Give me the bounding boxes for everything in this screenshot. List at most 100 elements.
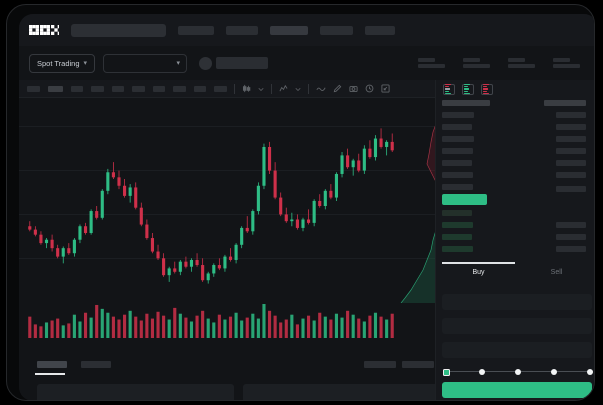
draw-pencil-icon[interactable] <box>333 84 342 93</box>
chart-gridline <box>19 126 435 127</box>
tab-order-history[interactable] <box>81 361 111 368</box>
fullscreen-icon[interactable] <box>381 84 390 93</box>
trading-mode-label: Spot Trading <box>37 58 80 68</box>
nav-item-1[interactable] <box>226 25 258 35</box>
toolbar-divider <box>271 83 272 94</box>
timeframe-button-8[interactable] <box>194 85 206 92</box>
chart-gridline <box>19 170 435 171</box>
orderbook-ask-total <box>556 112 586 118</box>
market-stat-0 <box>418 58 445 68</box>
chevron-down-icon[interactable] <box>258 86 264 92</box>
coin-avatar <box>199 56 213 70</box>
orderbook-spread-row <box>442 194 487 205</box>
orders-action-0[interactable] <box>364 361 396 368</box>
order-price-field[interactable] <box>442 318 592 334</box>
orderbook-ask-total <box>556 124 586 130</box>
chart-gridline <box>19 258 435 259</box>
chart-gridline <box>19 214 435 215</box>
orderbook-layout-toggles <box>436 80 594 98</box>
order-form <box>436 288 594 400</box>
orderbook-ask-total <box>556 148 586 154</box>
orderbook-list[interactable] <box>436 98 594 262</box>
market-stat-label <box>553 58 570 62</box>
candlestick-series <box>28 128 394 284</box>
clock-icon[interactable] <box>365 84 374 93</box>
chart-toolbar <box>19 80 435 98</box>
orderbook-bid-price <box>442 234 472 240</box>
tab-buy[interactable]: Buy <box>472 269 485 276</box>
slider-node-100[interactable] <box>587 369 593 375</box>
orders-action-1[interactable] <box>402 361 434 368</box>
amount-percent-slider[interactable] <box>443 368 593 376</box>
orderbook-asks-icon[interactable] <box>481 83 493 95</box>
price-chart[interactable] <box>19 98 435 354</box>
orderbook-col-header-total <box>544 100 586 106</box>
slider-node-50[interactable] <box>515 369 521 375</box>
orderbook-bid-price <box>442 210 472 216</box>
orderbook-ask-total <box>556 172 586 178</box>
orderbook-ask-price <box>442 184 473 190</box>
timeframe-button-1[interactable] <box>48 85 63 92</box>
orderbook-ask-price <box>442 160 472 166</box>
toolbar-divider <box>308 83 309 94</box>
market-stat-value <box>508 64 535 68</box>
timeframe-button-4[interactable] <box>112 85 124 92</box>
camera-icon[interactable] <box>349 84 358 93</box>
market-stat-value <box>553 64 580 68</box>
timeframe-button-6[interactable] <box>153 85 165 92</box>
tab-open-orders[interactable] <box>37 361 67 368</box>
nav-item-3[interactable] <box>320 25 353 35</box>
orderbook-bid-total <box>556 234 586 240</box>
orderbook-both-icon[interactable] <box>443 83 455 95</box>
trading-pair-selector[interactable]: ▾ <box>103 53 188 73</box>
last-price-value <box>216 57 269 69</box>
top-navigation-bar <box>19 14 594 46</box>
device-bezel: Spot Trading ▾ ▾ <box>6 4 595 401</box>
okx-logo-icon[interactable] <box>29 25 59 35</box>
order-type-field[interactable] <box>442 294 592 310</box>
orderbook-ask-total <box>556 136 586 142</box>
indicator-icon[interactable] <box>279 84 288 93</box>
timeframe-button-2[interactable] <box>71 85 83 92</box>
orderbook-ask-price <box>442 172 473 178</box>
market-stat-label <box>508 58 525 62</box>
orders-section <box>19 354 438 400</box>
market-stat-label <box>418 58 435 62</box>
timeframe-button-9[interactable] <box>214 85 227 92</box>
candlestick-type-icon[interactable] <box>242 84 251 93</box>
timeframe-button-3[interactable] <box>91 85 104 92</box>
market-stat-value <box>418 64 445 68</box>
nav-item-4[interactable] <box>365 25 395 35</box>
orderbook-col-header-price <box>442 100 490 106</box>
active-tab-underline <box>35 373 65 375</box>
orderbook-bids-icon[interactable] <box>462 83 474 95</box>
slider-node-25[interactable] <box>479 369 485 375</box>
market-stat-3 <box>553 58 580 68</box>
orderbook-bid-price <box>442 246 473 252</box>
chevron-down-icon[interactable] <box>295 86 301 92</box>
tab-sell[interactable]: Sell <box>550 269 563 276</box>
submit-buy-button[interactable] <box>442 382 592 398</box>
trading-mode-selector[interactable]: Spot Trading ▾ <box>29 53 96 73</box>
orderbook-ask-price <box>442 136 474 142</box>
orderbook-ask-total <box>556 160 586 166</box>
nav-item-2[interactable] <box>270 25 308 35</box>
timeframe-button-5[interactable] <box>132 85 145 92</box>
search-input[interactable] <box>71 23 166 37</box>
orderbook-ask-price <box>442 148 473 154</box>
orders-panel-right <box>243 384 438 400</box>
active-tab-underline <box>442 262 515 264</box>
orderbook-and-order-panel: Buy Sell <box>435 80 594 400</box>
slider-node-0[interactable] <box>443 368 450 376</box>
line-style-icon[interactable] <box>316 85 326 93</box>
slider-node-75[interactable] <box>551 369 557 375</box>
nav-item-0[interactable] <box>178 25 214 35</box>
market-stat-2 <box>508 58 535 68</box>
timeframe-button-7[interactable] <box>173 85 186 92</box>
timeframe-button-0[interactable] <box>27 85 40 92</box>
market-stat-value <box>463 64 490 68</box>
orderbook-bid-total <box>556 222 586 228</box>
order-amount-field[interactable] <box>442 342 592 358</box>
market-info-bar: Spot Trading ▾ ▾ <box>19 46 594 80</box>
